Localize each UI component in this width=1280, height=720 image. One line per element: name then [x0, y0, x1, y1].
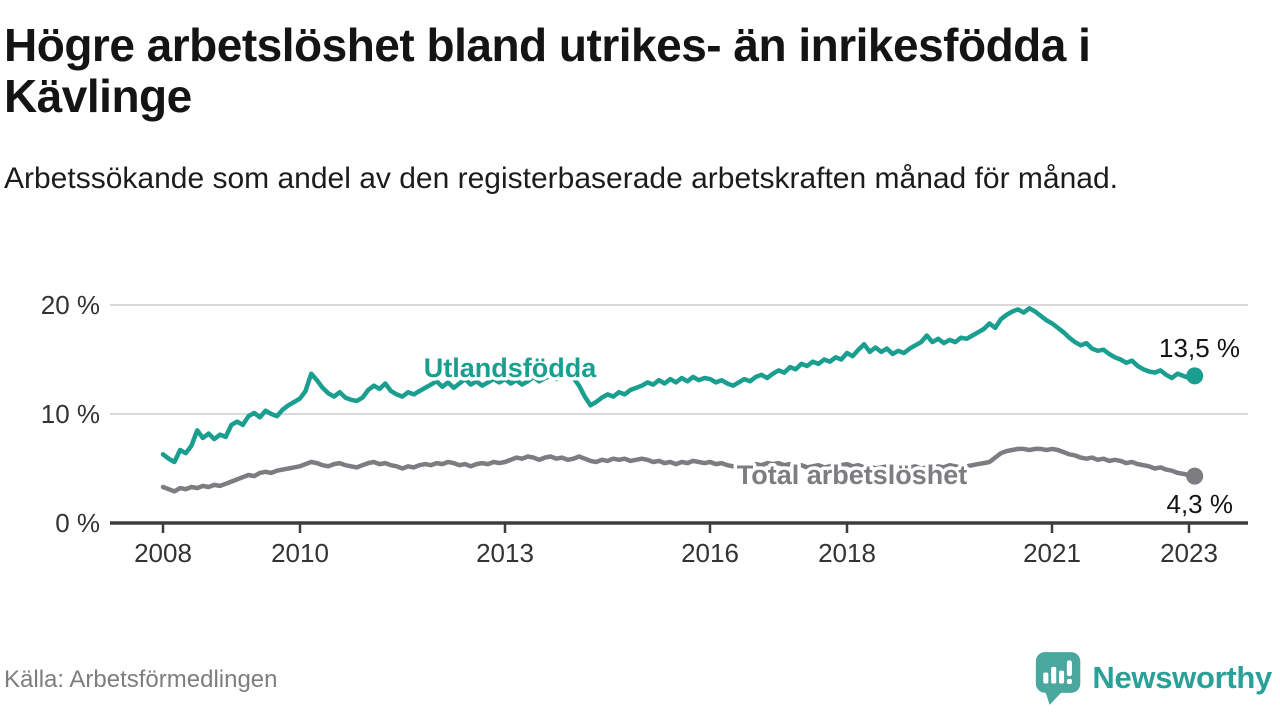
x-label-2016: 2016 — [681, 538, 739, 568]
x-label-2018: 2018 — [818, 538, 876, 568]
series-line-total-arbetsloshet — [160, 446, 1197, 494]
chart-subtitle: Arbetssökande som andel av den registerb… — [4, 162, 1118, 195]
y-axis-labels: 20 % 10 % 0 % — [41, 290, 100, 538]
x-axis-labels: 2008 2010 2013 2016 2018 2021 2023 — [134, 538, 1218, 568]
gridlines — [110, 304, 1248, 415]
exclamation-bar — [1067, 660, 1073, 677]
newsworthy-chart-bubble-icon — [1036, 652, 1081, 705]
bar-tall — [1051, 666, 1057, 684]
end-label-total-arbetsloshet: 4,3 % — [1167, 489, 1234, 519]
series-end-dots — [1186, 367, 1204, 485]
series-lines — [160, 306, 1197, 494]
bubble-tail — [1045, 690, 1064, 705]
page-title: Högre arbetslöshet bland utrikes- än inr… — [4, 19, 1091, 122]
x-label-2013: 2013 — [476, 538, 534, 568]
bubble-shape — [1036, 652, 1081, 693]
end-dot-total-arbetsloshet — [1186, 467, 1204, 485]
x-label-2008: 2008 — [134, 538, 192, 568]
x-label-2021: 2021 — [1023, 538, 1081, 568]
y-label-0: 0 % — [55, 508, 100, 538]
series-line-utlandsfodda — [160, 306, 1197, 465]
end-dot-utlandsfodda — [1186, 367, 1204, 385]
end-label-utlandsfodda: 13,5 % — [1159, 333, 1240, 363]
x-label-2010: 2010 — [271, 538, 329, 568]
newsworthy-logo: Newsworthy — [1034, 648, 1272, 708]
bar-short — [1043, 672, 1049, 684]
series-label-total-arbetsloshet: Total arbetslöshet — [737, 460, 968, 490]
y-label-20: 20 % — [41, 290, 100, 320]
bar-medium — [1059, 670, 1065, 684]
series-labels: Utlandsfödda Total arbetslöshet — [420, 350, 971, 494]
brand-name: Newsworthy — [1092, 660, 1272, 695]
x-axis — [110, 521, 1248, 533]
source-note: Källa: Arbetsförmedlingen — [4, 666, 278, 693]
exclamation-dot — [1067, 678, 1073, 685]
end-value-labels: 13,5 % 4,3 % — [1159, 333, 1240, 519]
series-label-utlandsfodda: Utlandsfödda — [424, 353, 597, 383]
y-label-10: 10 % — [41, 399, 100, 429]
x-label-2023: 2023 — [1160, 538, 1218, 568]
